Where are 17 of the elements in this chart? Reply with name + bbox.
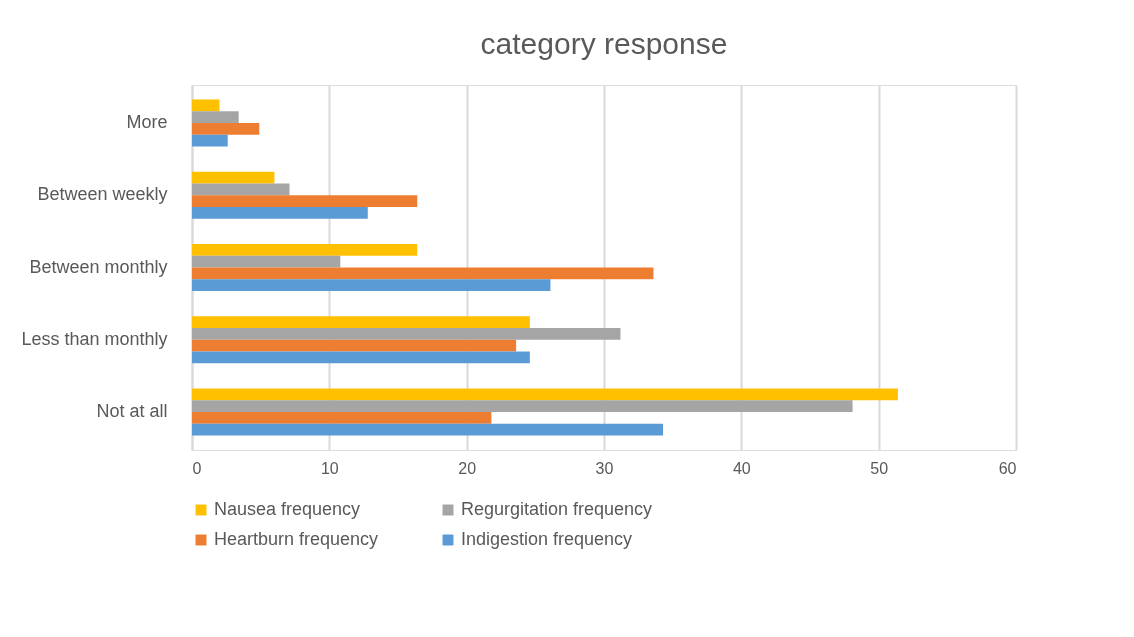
y-tick-label: More [126, 111, 168, 132]
x-tick-label: 20 [458, 459, 477, 477]
y-tick-label: Not at all [96, 401, 168, 422]
x-tick-label: 30 [595, 459, 614, 477]
y-tick-label: Less than monthly [21, 328, 168, 349]
legend-label: Nausea frequency [214, 499, 361, 519]
x-tick-label: 50 [870, 459, 889, 477]
x-tick-label: 60 [998, 459, 1017, 477]
legend-label: Regurgitation frequency [461, 499, 653, 519]
x-tick-label: 0 [192, 459, 202, 477]
x-tick-label: 10 [320, 459, 339, 477]
x-tick-label: 40 [732, 459, 751, 477]
legend-label: Heartburn frequency [214, 529, 379, 549]
chart-title: category response [480, 27, 728, 60]
legend-label: Indigestion frequency [461, 529, 633, 549]
y-tick-label: Between monthly [29, 256, 168, 277]
y-tick-label: Between weekly [37, 184, 168, 205]
